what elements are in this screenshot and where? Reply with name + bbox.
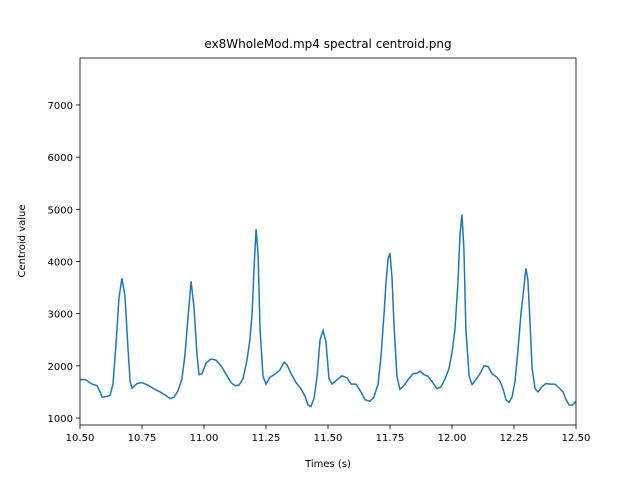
y-axis-label: Centroid value	[17, 204, 28, 277]
y-tick-label: 6000	[48, 153, 73, 164]
y-tick-label: 3000	[48, 310, 73, 321]
data-line	[80, 214, 576, 408]
x-tick-label: 11.00	[190, 433, 219, 444]
x-axis-label: Times (s)	[304, 459, 351, 470]
y-tick-label: 4000	[48, 257, 73, 268]
x-tick-label: 11.75	[376, 433, 405, 444]
x-tick-label: 11.50	[314, 433, 343, 444]
x-tick-label: 10.75	[128, 433, 157, 444]
y-tick-label: 7000	[48, 101, 73, 112]
y-tick-label: 1000	[48, 414, 73, 425]
x-tick-label: 12.25	[500, 433, 529, 444]
y-tick-label: 2000	[48, 362, 73, 373]
x-tick-label: 10.50	[66, 433, 95, 444]
x-tick-label: 12.50	[562, 433, 591, 444]
plot-frame	[79, 57, 577, 426]
x-tick-label: 11.25	[252, 433, 281, 444]
y-tick-label: 5000	[48, 205, 73, 216]
x-tick-label: 12.00	[438, 433, 467, 444]
chart-title: ex8WholeMod.mp4 spectral centroid.png	[204, 37, 451, 51]
